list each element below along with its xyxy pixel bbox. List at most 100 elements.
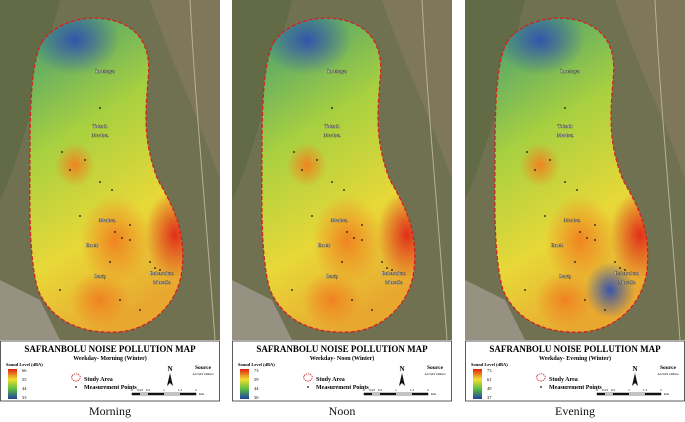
place-label: Musalla (385, 281, 403, 286)
measurement-point (79, 215, 81, 217)
source-label: Source (660, 365, 677, 371)
measurement-point (564, 107, 566, 109)
measurement-point (371, 309, 373, 311)
scale-label: 0 (131, 388, 133, 392)
terrain (382, 0, 452, 180)
place-label: Babasultan (615, 272, 639, 277)
legend-tick: 73 (254, 368, 259, 373)
measurement-point (594, 224, 596, 226)
road (421, 0, 448, 341)
measurement-point (574, 261, 576, 263)
north-label: N (167, 365, 172, 373)
legend-box (0, 340, 220, 402)
map-subtitle: Weekday- Morning (Winter) (73, 355, 147, 362)
scale-segment (180, 393, 196, 395)
noise-hotspot (287, 143, 327, 187)
legend-point-icon (75, 386, 77, 388)
place-label: Babasultan (382, 272, 406, 277)
scale-segment (613, 393, 629, 395)
noise-hotspot (145, 190, 183, 280)
measurement-point (351, 299, 353, 301)
measurement-point (149, 261, 151, 263)
road (654, 0, 681, 341)
scale-unit: Km (199, 392, 205, 396)
legend-point-icon (540, 386, 542, 388)
measurement-point (111, 189, 113, 191)
place-label: Musalla (153, 281, 171, 286)
terrain (150, 0, 220, 180)
legend-bar (473, 369, 482, 399)
north-arrow (632, 373, 638, 386)
place-label: Merkez (99, 219, 116, 224)
map-panel: İncekaya Tokatlı Merkez Merkez Emek Bariş Baba… (232, 0, 452, 402)
panel-caption: Morning (89, 404, 131, 418)
place-label: İncekaya (95, 69, 115, 75)
place-label: Babasultan (150, 272, 174, 277)
legend-box (232, 340, 452, 402)
measurement-point (316, 159, 318, 161)
legend-tick: 37 (487, 395, 492, 400)
measurement-point (346, 231, 348, 233)
scale-label: 0 (596, 388, 598, 392)
measurement-point (59, 289, 61, 291)
legend-tick: 61 (487, 377, 492, 382)
noise-hotspot (55, 143, 95, 187)
place-label: Musalla (618, 281, 636, 286)
measurement-point (586, 237, 588, 239)
measurement-point (614, 261, 616, 263)
measurement-point (576, 189, 578, 191)
source-label: Source (427, 365, 444, 371)
north-label: N (399, 365, 404, 373)
noise-hotspot (80, 195, 150, 285)
place-label: Emek (551, 244, 564, 249)
scale-label: 0.25 (602, 388, 608, 392)
measurement-point (121, 237, 123, 239)
legend-bar (240, 369, 249, 399)
place-label: Tokatlı (557, 125, 573, 130)
road (189, 0, 216, 341)
place-label: Merkez (564, 219, 581, 224)
measurement-point (109, 261, 111, 263)
legend-tick: 59 (254, 377, 259, 382)
scale-segment (645, 393, 661, 395)
measurement-point (293, 151, 295, 153)
scale-label: 0 (363, 388, 365, 392)
measurement-point (119, 299, 121, 301)
legend-title: Sound Level (dBA) (6, 362, 43, 367)
scale-segment (364, 393, 372, 395)
measurement-point (391, 269, 393, 271)
legend-measurement-points: Measurement Points (549, 385, 602, 391)
panel-caption: Evening (555, 404, 595, 418)
study-area-icon (536, 373, 546, 382)
place-label: Merkez (331, 219, 348, 224)
measurement-point (129, 224, 131, 226)
source-label: Source (195, 365, 212, 371)
north-arrow (167, 373, 173, 386)
map-panel: İncekaya Tokatlı Merkez Merkez Emek Bariş Baba… (0, 0, 220, 402)
study-area-boundary (494, 17, 649, 333)
terrain (465, 280, 525, 340)
legend-point-icon (307, 386, 309, 388)
scale-label: 1 (163, 388, 165, 392)
legend-tick: 66 (22, 368, 27, 373)
terrain (232, 280, 292, 340)
scale-label: 1 (395, 388, 397, 392)
measurement-point (331, 107, 333, 109)
source-detail: ArcGIS Online (424, 372, 446, 376)
legend-tick: 55 (22, 377, 27, 382)
legend-bar (8, 369, 17, 399)
place-label: Bariş (94, 275, 105, 280)
place-label: Emek (318, 244, 331, 249)
place-label: İncekaya (327, 69, 347, 75)
measurement-point (584, 299, 586, 301)
legend-tick: 49 (487, 386, 492, 391)
scale-label: 2 (660, 388, 662, 392)
legend-box (465, 340, 685, 402)
measurement-point (361, 239, 363, 241)
map-subtitle: Weekday- Noon (Winter) (310, 355, 375, 362)
measurement-point (159, 269, 161, 271)
scale-segment (597, 393, 605, 395)
scale-segment (132, 393, 140, 395)
measurement-point (129, 239, 131, 241)
